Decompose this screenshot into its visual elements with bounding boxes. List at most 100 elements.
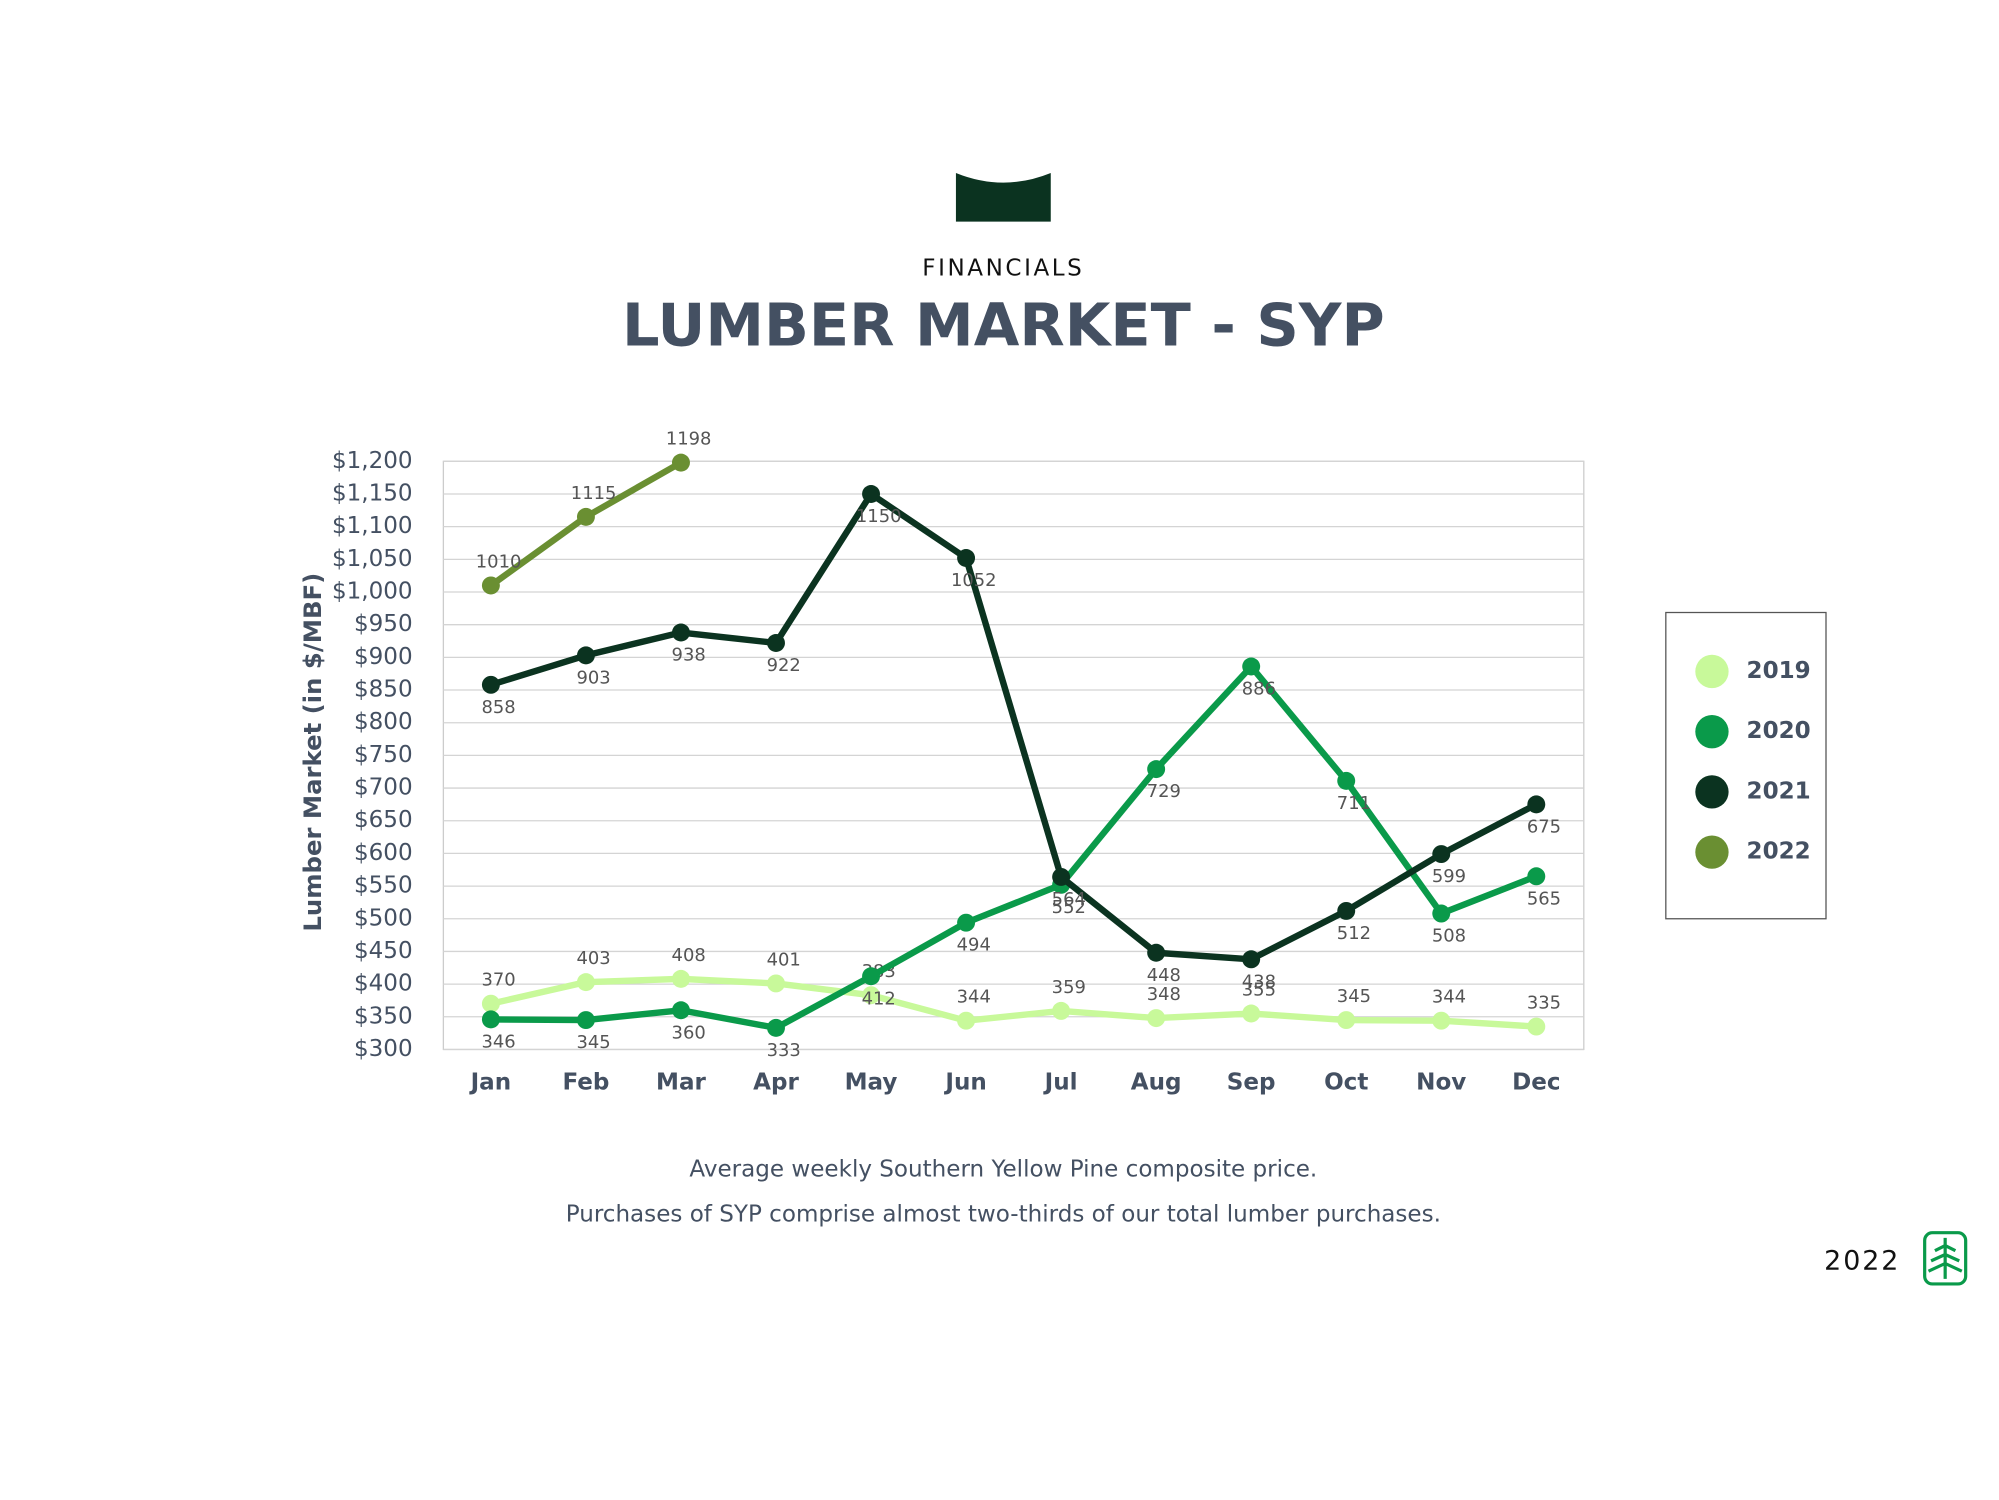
legend-label: 2019 xyxy=(1747,658,1811,684)
data-point xyxy=(767,1018,785,1037)
legend-swatch xyxy=(1695,835,1729,869)
x-tick-label: Oct xyxy=(1324,1069,1368,1095)
data-label: 346 xyxy=(481,1031,515,1052)
data-point xyxy=(1337,771,1356,790)
data-point xyxy=(1052,867,1071,886)
data-label: 565 xyxy=(1527,888,1561,909)
data-point xyxy=(862,485,881,503)
data-point xyxy=(1527,795,1546,814)
y-tick-label: $1,200 xyxy=(332,448,413,474)
data-point xyxy=(481,1010,500,1029)
data-label: 448 xyxy=(1147,965,1181,986)
y-tick-label: $900 xyxy=(354,644,413,670)
y-tick-label: $950 xyxy=(354,611,413,637)
y-tick-label: $700 xyxy=(354,775,413,801)
y-tick-label: $300 xyxy=(354,1036,413,1062)
data-point xyxy=(1242,657,1261,676)
legend-swatch xyxy=(1695,654,1729,689)
x-tick-label: Dec xyxy=(1512,1069,1560,1095)
data-point xyxy=(862,986,881,1005)
data-point xyxy=(1527,867,1546,886)
x-tick-label: Apr xyxy=(753,1069,799,1095)
data-label: 348 xyxy=(1147,984,1181,1005)
data-label: 1198 xyxy=(666,429,712,450)
data-point xyxy=(1432,845,1451,864)
data-label: 903 xyxy=(577,667,611,688)
x-tick-label: Jul xyxy=(1043,1069,1078,1095)
data-point xyxy=(481,576,500,595)
y-tick-label: $650 xyxy=(354,807,413,833)
y-tick-label: $1,000 xyxy=(332,579,413,605)
kicker: FINANCIALS xyxy=(922,256,1084,282)
legend-label: 2020 xyxy=(1747,718,1811,744)
data-label: 1010 xyxy=(476,551,522,572)
data-label: 345 xyxy=(1337,986,1371,1007)
data-point xyxy=(671,969,690,988)
data-point xyxy=(671,1001,690,1020)
data-point xyxy=(576,646,595,665)
data-label: 335 xyxy=(1527,993,1561,1014)
data-point xyxy=(1337,1011,1356,1030)
data-label: 412 xyxy=(862,988,896,1009)
data-label: 599 xyxy=(1432,866,1466,887)
series-line xyxy=(490,663,1538,1032)
data-point xyxy=(576,507,595,526)
legend-label: 2022 xyxy=(1747,839,1811,865)
x-tick-label: Nov xyxy=(1416,1069,1466,1095)
data-label: 922 xyxy=(767,655,801,676)
data-label: 359 xyxy=(1052,977,1086,998)
data-point xyxy=(1432,1011,1451,1030)
data-point xyxy=(1242,950,1261,969)
y-tick-label: $600 xyxy=(354,840,413,866)
data-point xyxy=(481,675,500,694)
data-point xyxy=(957,913,976,932)
footer-year: 2022 xyxy=(1824,1246,1900,1277)
legend-swatch xyxy=(1695,715,1729,749)
logo-banner xyxy=(955,172,1051,222)
data-label: 355 xyxy=(1242,979,1276,1000)
y-tick-label: $500 xyxy=(354,905,413,931)
data-point xyxy=(671,453,690,472)
data-label: 1052 xyxy=(951,570,997,591)
data-point xyxy=(1337,901,1356,920)
data-point xyxy=(576,1011,595,1030)
data-point xyxy=(767,974,785,993)
data-point xyxy=(671,623,690,642)
data-label: 858 xyxy=(481,697,515,718)
x-tick-label: Aug xyxy=(1131,1069,1182,1095)
data-label: 508 xyxy=(1432,926,1466,947)
data-label: 564 xyxy=(1052,889,1086,910)
data-label: 711 xyxy=(1337,793,1371,814)
y-tick-label: $850 xyxy=(354,677,413,703)
data-point xyxy=(1052,1001,1071,1020)
series-line xyxy=(490,975,1537,1030)
data-label: 360 xyxy=(672,1022,706,1043)
data-label: 401 xyxy=(767,949,801,970)
legend-box xyxy=(1665,611,1827,920)
data-label: 408 xyxy=(672,945,706,966)
y-tick-label: $750 xyxy=(354,742,413,768)
series-line xyxy=(489,490,1538,963)
data-point xyxy=(1147,760,1166,779)
data-point xyxy=(1147,943,1166,962)
data-point xyxy=(1432,904,1451,923)
y-tick-label: $800 xyxy=(354,709,413,735)
data-label: 938 xyxy=(672,645,706,666)
data-label: 1115 xyxy=(571,483,617,504)
x-tick-label: Jun xyxy=(943,1069,986,1095)
y-tick-label: $350 xyxy=(354,1003,413,1029)
x-tick-label: Sep xyxy=(1227,1069,1276,1095)
tree-logo xyxy=(1923,1231,1968,1286)
data-label: 675 xyxy=(1527,816,1561,837)
data-label: 1150 xyxy=(856,506,902,527)
data-point xyxy=(767,634,785,652)
x-tick-label: Jan xyxy=(469,1069,512,1095)
data-label: 886 xyxy=(1242,679,1276,700)
y-tick-label: $1,050 xyxy=(332,546,413,572)
data-label: 552 xyxy=(1052,897,1086,918)
data-label: 512 xyxy=(1337,923,1371,944)
data-point xyxy=(1242,1004,1261,1023)
subtitle: Average weekly Southern Yellow Pine comp… xyxy=(689,1156,1317,1182)
subtitle: Purchases of SYP comprise almost two-thi… xyxy=(566,1201,1441,1227)
